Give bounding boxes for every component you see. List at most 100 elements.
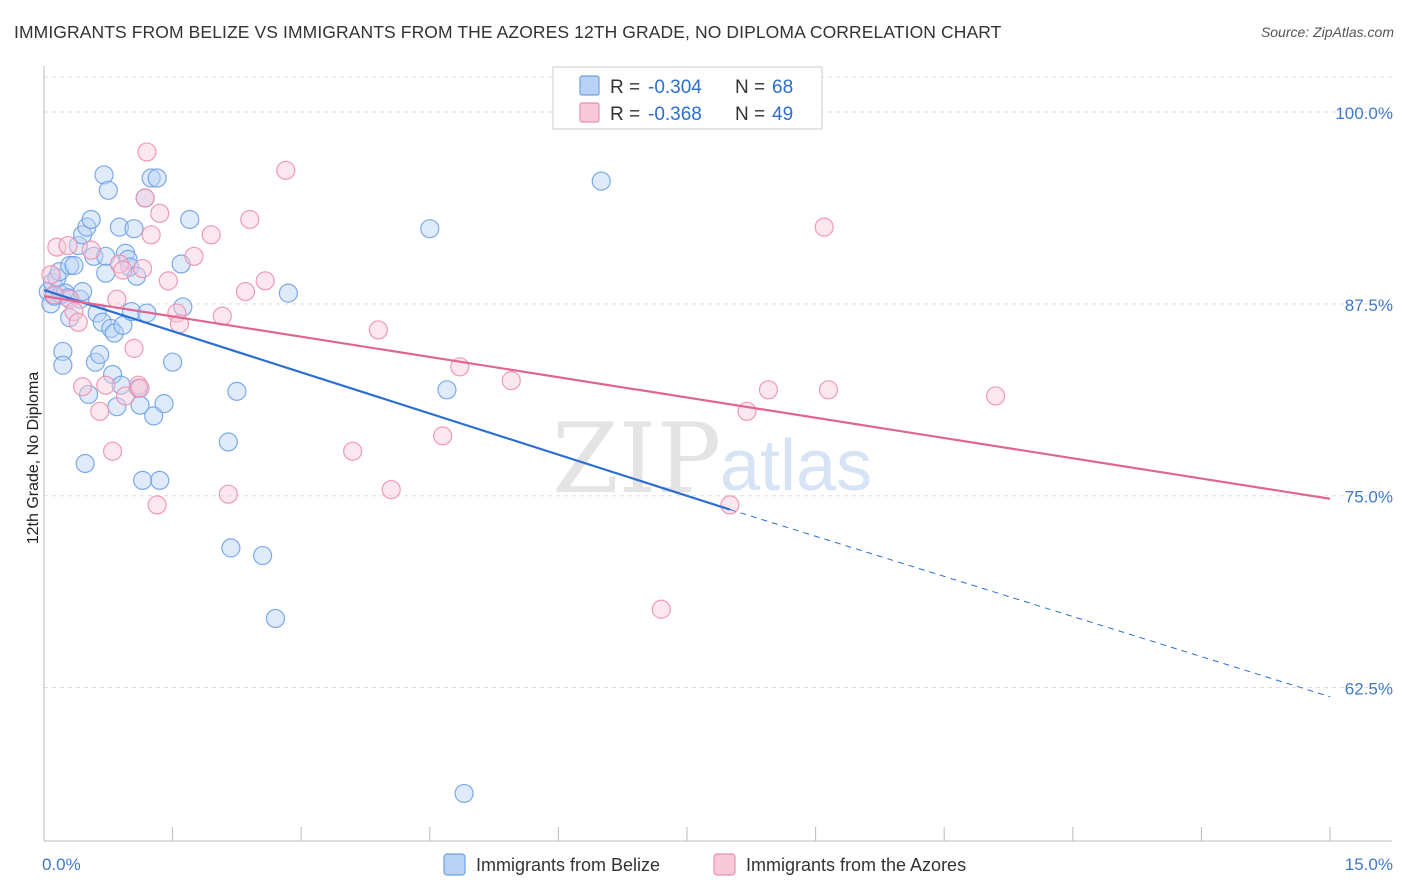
azores-point: [818, 380, 839, 400]
belize-point: [53, 355, 73, 375]
belize-point: [141, 168, 161, 188]
series-azores: [41, 142, 1006, 619]
watermark: ZIP atlas: [552, 403, 872, 515]
legend-r-label-2: R =: [610, 104, 640, 125]
belize-point: [420, 219, 440, 239]
belize-point: [253, 545, 273, 566]
belize-point: [78, 384, 99, 405]
belize-point: [118, 249, 138, 269]
bottom-legend-label-belize: Immigrants from Belize: [476, 855, 660, 875]
azores-point: [218, 484, 238, 504]
legend-n-label-2: N =: [735, 104, 765, 125]
belize-point: [53, 341, 73, 362]
bottom-legend: Immigrants from Belize Immigrants from t…: [443, 853, 966, 876]
y-axis-title: 12th Grade, No Diploma: [25, 372, 42, 545]
belize-point: [265, 608, 286, 629]
azores-point: [235, 281, 256, 302]
axes: [43, 66, 1392, 842]
azores-point: [109, 254, 130, 274]
azores-point: [240, 209, 260, 230]
belize-point: [60, 255, 80, 276]
azores-point: [113, 260, 133, 280]
bottom-legend-swatch-azores: [713, 853, 736, 876]
belize-point: [109, 217, 130, 237]
azores-point: [433, 426, 453, 446]
belize-point: [163, 352, 183, 372]
azores-point: [132, 258, 153, 279]
azores-point: [141, 225, 161, 245]
belize-point: [75, 453, 95, 474]
azores-point: [201, 225, 221, 245]
azores-point: [651, 599, 671, 619]
belize-point: [150, 470, 170, 490]
belize-point: [130, 395, 150, 415]
azores-point: [368, 320, 388, 340]
y-tick-label: 87.5%: [1345, 296, 1393, 315]
azores-point: [68, 312, 88, 332]
belize-point: [124, 219, 144, 239]
azores-point: [150, 203, 170, 223]
belize-point: [147, 168, 167, 188]
azores-point: [64, 301, 84, 322]
azores-point: [758, 380, 779, 400]
source-label: Source: ZipAtlas.com: [1260, 24, 1394, 40]
y-tick-label: 100.0%: [1335, 104, 1393, 123]
azores-point: [90, 401, 110, 421]
y-tick-label: 62.5%: [1345, 680, 1393, 699]
belize-point: [90, 344, 110, 365]
chart-title: IMMIGRANTS FROM BELIZE VS IMMIGRANTS FRO…: [14, 22, 1002, 42]
belize-point: [454, 783, 474, 804]
azores-point: [135, 188, 155, 208]
azores-point: [343, 441, 363, 461]
belize-point: [437, 380, 457, 400]
x-tick-label: 0.0%: [42, 855, 81, 874]
azores-point: [255, 271, 275, 291]
belize-point: [81, 209, 101, 230]
azores-point: [147, 495, 167, 515]
azores-point: [72, 377, 93, 397]
azores-point: [814, 217, 834, 237]
azores-point: [128, 375, 148, 395]
azores-point: [720, 495, 740, 515]
belize-point: [132, 470, 153, 490]
azores-point: [276, 160, 296, 180]
azores-point: [102, 441, 123, 461]
azores-point: [107, 289, 127, 309]
belize-point: [278, 283, 298, 303]
azores-point: [81, 240, 101, 260]
azores-point: [58, 235, 78, 256]
azores-point: [130, 378, 150, 398]
azores-point: [96, 375, 116, 395]
azores-point: [184, 246, 204, 266]
azores-trend-line: [43, 295, 1331, 500]
watermark-zip: ZIP: [552, 403, 721, 515]
tick-labels: 100.0% 87.5% 75.0% 62.5% 0.0% 15.0%: [42, 104, 1393, 874]
legend-r-value-1: -0.304: [648, 77, 702, 98]
belize-trend-line-extension: [729, 509, 1331, 698]
top-legend: R = -0.304 N = 68 R = -0.368 N = 49: [552, 66, 823, 130]
belize-point: [68, 235, 88, 256]
bottom-legend-label-azores: Immigrants from the Azores: [746, 855, 966, 875]
legend-r-value-2: -0.368: [648, 104, 702, 125]
belize-trend-line: [43, 289, 731, 511]
legend-n-value-1: 68: [772, 77, 793, 98]
belize-point: [94, 165, 114, 185]
x-tick-label: 15.0%: [1345, 855, 1393, 874]
azores-point: [986, 386, 1006, 406]
belize-point: [218, 432, 238, 452]
azores-point: [41, 265, 61, 285]
azores-point: [381, 479, 401, 500]
belize-point: [154, 394, 174, 414]
azores-point: [124, 338, 144, 358]
belize-point: [180, 209, 200, 230]
belize-point: [144, 406, 164, 426]
watermark-atlas: atlas: [720, 426, 872, 506]
azores-point: [501, 371, 521, 391]
belize-point: [64, 255, 84, 276]
azores-point: [158, 271, 178, 291]
belize-point: [591, 171, 611, 191]
y-tick-label: 75.0%: [1345, 488, 1393, 507]
belize-point: [98, 180, 118, 200]
series-belize: [38, 165, 611, 804]
